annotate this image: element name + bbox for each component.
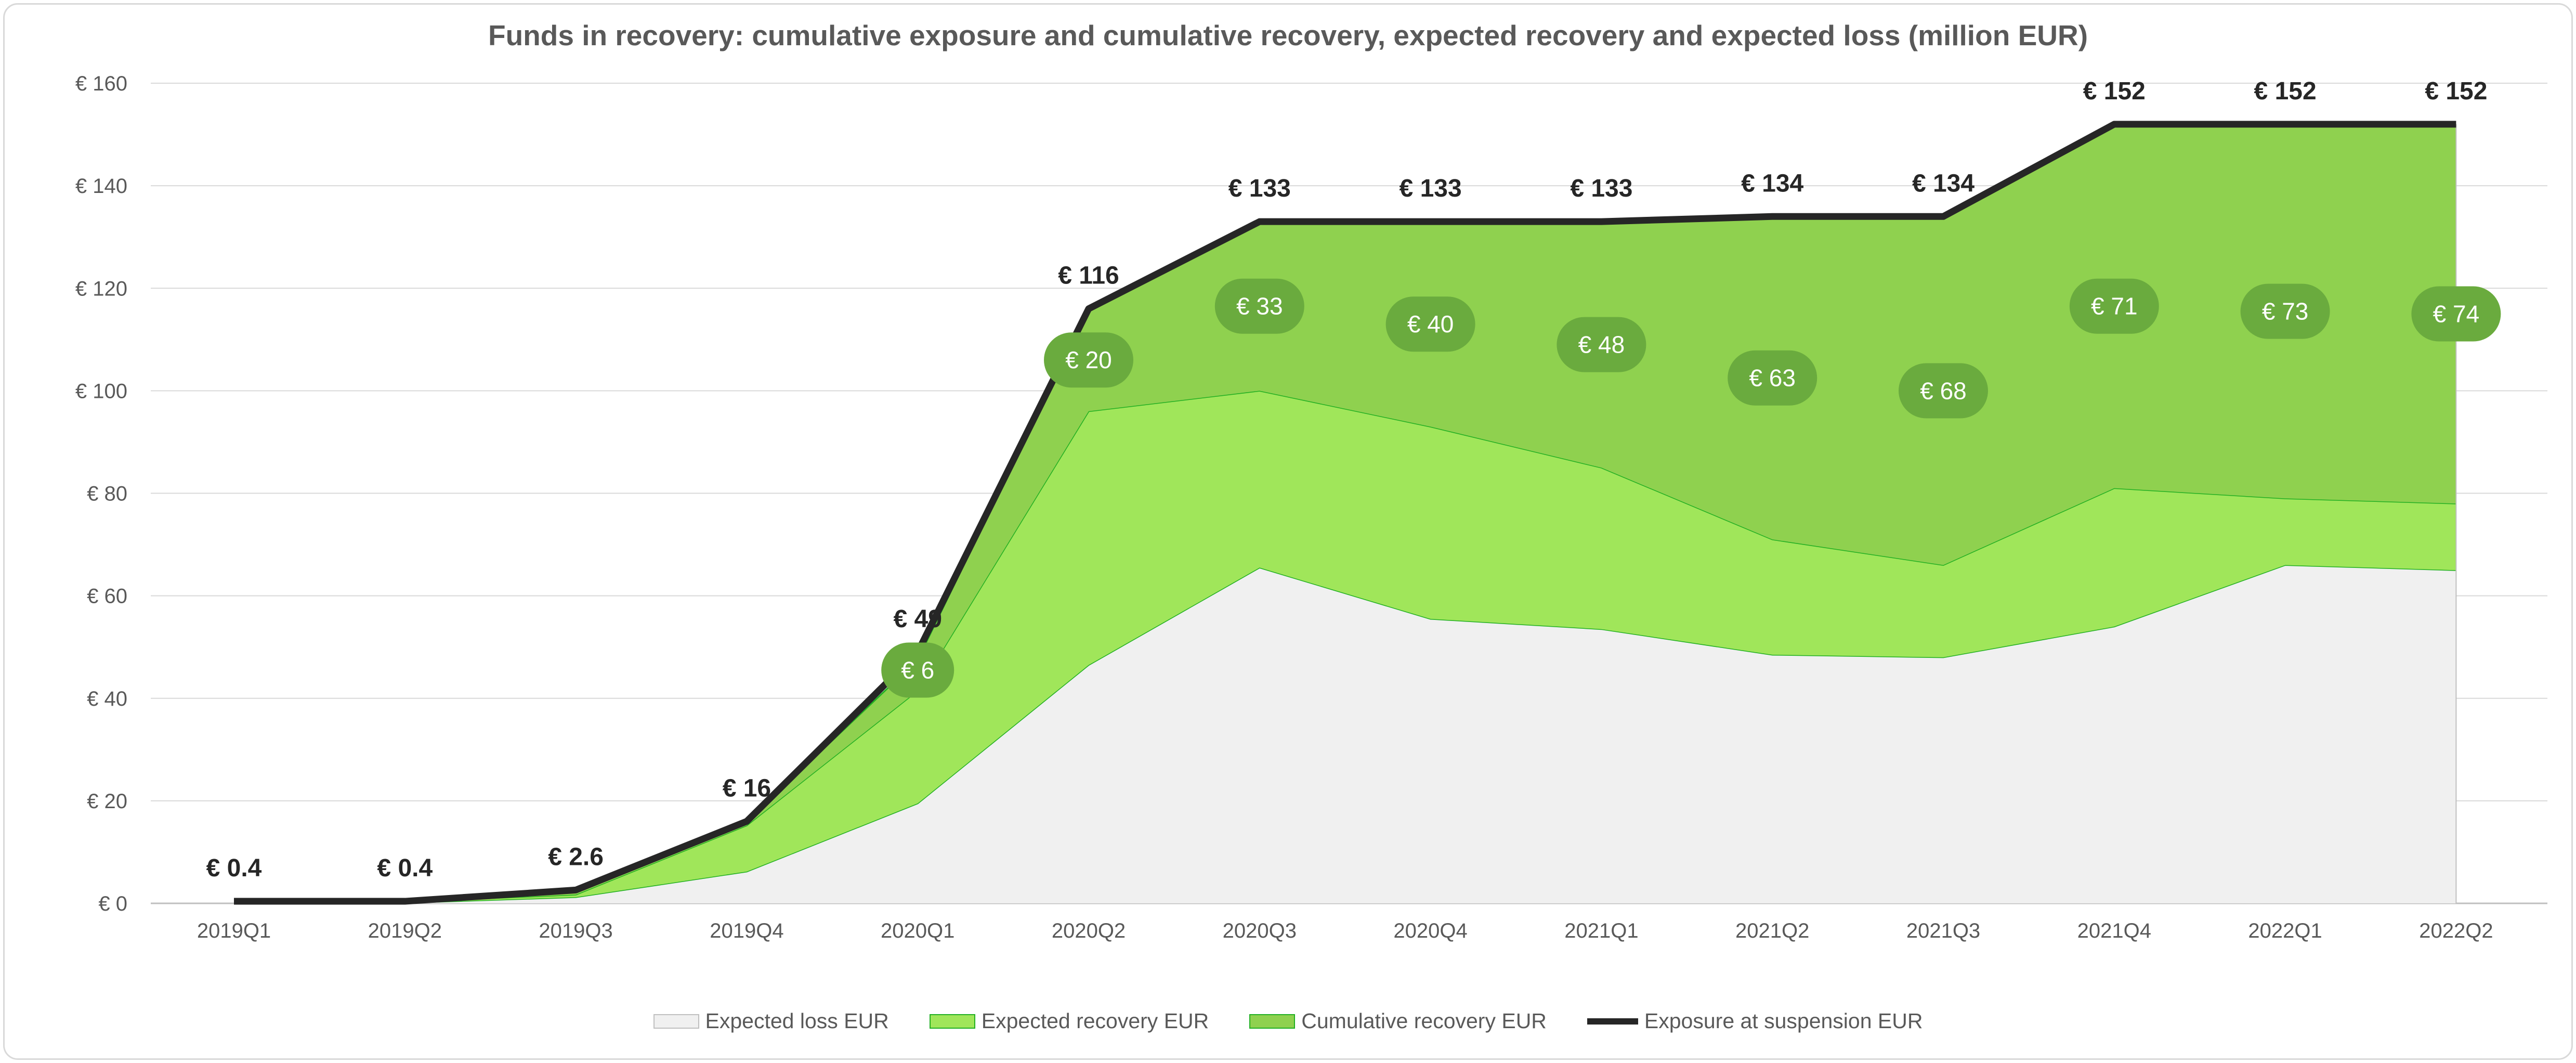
x-tick-label: 2021Q2	[1735, 919, 1809, 942]
recovery-label-bubble	[2240, 283, 2330, 339]
legend-label-cumulative-recovery: Cumulative recovery EUR	[1301, 1009, 1547, 1033]
y-tick-label: € 120	[75, 277, 127, 300]
exposure-data-label: € 49	[893, 605, 942, 633]
exposure-data-label: € 133	[1570, 175, 1632, 202]
x-tick-label: 2019Q1	[197, 919, 271, 942]
x-tick-label: 2019Q4	[710, 919, 783, 942]
x-tick-label: 2020Q4	[1393, 919, 1467, 942]
exposure-data-label: € 134	[1912, 170, 1975, 197]
legend-label-expected-recovery: Expected recovery EUR	[981, 1009, 1209, 1033]
exposure-data-label: € 16	[723, 774, 771, 802]
area-expected-loss-eur	[234, 565, 2456, 903]
recovery-label-bubble	[1044, 332, 1133, 388]
area-expected-recovery-eur	[234, 391, 2456, 903]
legend-swatch-expected-recovery	[929, 1014, 975, 1029]
y-tick-label: € 140	[75, 175, 127, 198]
recovery-data-label: € 68	[1920, 377, 1967, 404]
recovery-label-bubble	[1728, 350, 1817, 406]
recovery-label-bubble	[1557, 317, 1646, 372]
recovery-label-bubble	[1385, 296, 1475, 352]
x-tick-label: 2020Q3	[1223, 919, 1297, 942]
recovery-data-label: € 73	[2262, 298, 2309, 325]
x-tick-label: 2021Q3	[1906, 919, 1980, 942]
recovery-label-bubble	[2069, 278, 2159, 334]
recovery-data-label: € 33	[1236, 293, 1283, 320]
y-tick-label: € 100	[75, 380, 127, 403]
recovery-label-bubble	[1899, 363, 1988, 419]
x-tick-label: 2022Q2	[2419, 919, 2493, 942]
exposure-data-label: € 116	[1058, 262, 1119, 290]
legend: Expected loss EUR Expected recovery EUR …	[0, 1009, 2576, 1033]
x-tick-label: 2020Q2	[1052, 919, 1126, 942]
legend-swatch-expected-loss	[653, 1014, 699, 1029]
exposure-data-label: € 133	[1400, 175, 1462, 202]
legend-swatch-exposure	[1587, 1018, 1638, 1025]
axes: € 0 € 20 € 40 € 60 € 80 € 100 € 120 € 140 € 160 2…	[75, 72, 2493, 942]
legend-item-expected-loss: Expected loss EUR	[653, 1009, 889, 1033]
legend-label-expected-loss: Expected loss EUR	[705, 1009, 889, 1033]
x-tick-label: 2022Q1	[2248, 919, 2322, 942]
recovery-data-label: € 20	[1065, 346, 1112, 373]
y-tick-label: € 60	[87, 585, 127, 608]
exposure-data-label: € 0.4	[206, 854, 262, 882]
recovery-label-bubble	[2411, 286, 2501, 342]
recovery-data-label: € 40	[1407, 310, 1454, 338]
exposure-line-layer	[234, 121, 2456, 905]
legend-item-exposure: Exposure at suspension EUR	[1587, 1009, 1923, 1033]
recovery-label-bubble	[881, 642, 954, 698]
recovery-data-label: € 74	[2433, 301, 2480, 328]
y-tick-label: € 20	[87, 790, 127, 813]
area-cumulative-recovery-eur	[234, 124, 2456, 902]
recovery-data-label: € 6	[901, 657, 934, 684]
legend-item-expected-recovery: Expected recovery EUR	[929, 1009, 1209, 1033]
legend-swatch-cumulative-recovery	[1249, 1014, 1296, 1029]
exposure-data-label: € 0.4	[377, 854, 433, 882]
exposure-data-label: € 133	[1228, 175, 1291, 202]
x-tick-label: 2019Q2	[368, 919, 442, 942]
y-tick-label: € 0	[98, 892, 127, 915]
recovery-label-bubble	[1214, 278, 1304, 334]
chart-title: Funds in recovery: cumulative exposure a…	[488, 19, 2088, 51]
exposure-data-label: € 152	[2083, 77, 2146, 105]
recovery-data-label: € 63	[1749, 365, 1796, 392]
legend-label-exposure: Exposure at suspension EUR	[1644, 1009, 1923, 1033]
exposure-data-label: € 134	[1741, 170, 1803, 197]
y-tick-label: € 80	[87, 483, 127, 505]
recovery-data-label: € 71	[2091, 293, 2138, 320]
legend-item-cumulative-recovery: Cumulative recovery EUR	[1249, 1009, 1547, 1033]
y-tick-label: € 160	[75, 72, 127, 95]
exposure-data-label: € 152	[2425, 77, 2487, 105]
exposure-data-label: € 2.6	[548, 843, 604, 871]
area-series	[234, 123, 2457, 904]
recovery-data-label: € 48	[1578, 331, 1625, 358]
exposure-line	[234, 121, 2456, 905]
y-tick-label: € 40	[87, 688, 127, 710]
exposure-data-label: € 152	[2254, 77, 2317, 105]
data-labels: € 0.4 € 0.4 € 2.6 € 16 € 49 € 116 € 133 € 133 € …	[206, 77, 2501, 882]
x-tick-label: 2020Q1	[881, 919, 954, 942]
x-tick-label: 2021Q4	[2077, 919, 2151, 942]
x-tick-label: 2021Q1	[1564, 919, 1638, 942]
x-tick-label: 2019Q3	[539, 919, 612, 942]
